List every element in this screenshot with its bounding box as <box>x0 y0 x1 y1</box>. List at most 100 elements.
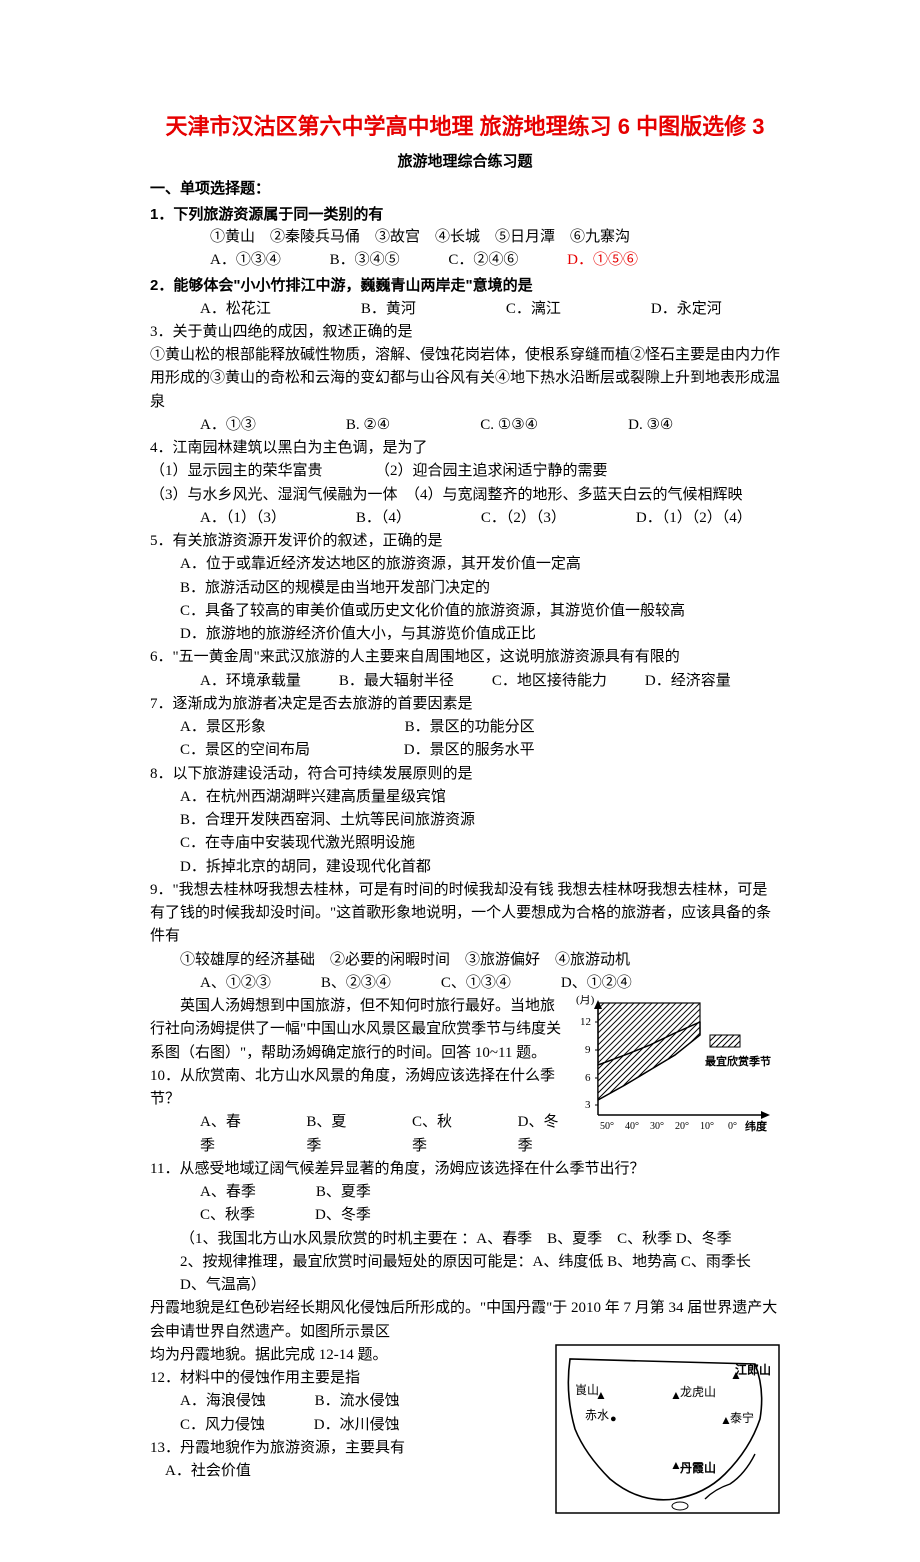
q2-B: B．黄河 <box>361 298 416 321</box>
q11-A: A、春季 <box>200 1181 256 1204</box>
section-heading: 一、单项选择题： <box>150 177 780 200</box>
subtitle: 旅游地理综合练习题 <box>150 150 780 173</box>
q6-options: A．环境承载量 B．最大辐射半径 C．地区接待能力 D．经济容量 <box>150 670 780 693</box>
q3-D: D. ③④ <box>628 414 673 437</box>
q12-C: C．风力侵蚀 <box>180 1417 265 1433</box>
paren-q2: 2、按规律推理，最宜欣赏时间最短处的原因可能是：A、纬度低 B、地势高 C、雨季… <box>150 1251 780 1298</box>
q4-A: A．（1）（3） <box>200 507 286 530</box>
q4-C: C．（2）（3） <box>481 507 566 530</box>
q7-D: D．景区的服务水平 <box>404 742 535 758</box>
q12-D: D．冰川侵蚀 <box>314 1417 400 1433</box>
q4-B: B．（4） <box>356 507 411 530</box>
svg-text:50°: 50° <box>600 1121 614 1132</box>
q5-B: B．旅游活动区的规模是由当地开发部门决定的 <box>150 577 780 600</box>
q7-C: C．景区的空间布局 <box>180 742 310 758</box>
q9-options: A、①②③ B、②③④ C、①③④ D、①②④ <box>150 972 780 995</box>
q2-options: A．松花江 B．黄河 C．漓江 D．永定河 <box>150 298 780 321</box>
map-danxia: ▲崀山 赤水● ▲龙虎山 ▲江郎山 ▲泰宁 ▲丹霞山 <box>555 1344 780 1522</box>
q4-l1: （1）显示园主的荣华富贵 （2）迎合园主追求闲适宁静的需要 <box>150 460 780 483</box>
q7-row2: C．景区的空间布局 D．景区的服务水平 <box>150 739 780 762</box>
q3-body: ①黄山松的根部能释放碱性物质，溶解、侵蚀花岗岩体，使根系穿缝而植②怪石主要是由内… <box>150 344 780 414</box>
svg-text:江郎山: 江郎山 <box>735 1362 771 1377</box>
q10-B: B、夏季 <box>306 1111 352 1158</box>
svg-text:纬度: 纬度 <box>745 1119 768 1133</box>
q3-options: A．①③ B. ②④ C. ①③④ D. ③④ <box>150 414 780 437</box>
svg-text:最宜欣赏季节: 最宜欣赏季节 <box>705 1054 771 1068</box>
svg-text:0°: 0° <box>728 1121 737 1132</box>
q8-C: C．在寺庙中安装现代激光照明设施 <box>150 832 780 855</box>
q1-stem: 1．下列旅游资源属于同一类别的有 <box>150 203 780 226</box>
q6-stem: 6．"五一黄金周"来武汉旅游的人主要来自周围地区，这说明旅游资源具有有限的 <box>150 646 780 669</box>
q5-D: D．旅游地的旅游经济价值大小，与其游览价值成正比 <box>150 623 780 646</box>
q4-l2: （3）与水乡风光、湿润气候融为一体 （4）与宽阔整齐的地形、多蓝天白云的气候相辉… <box>150 484 780 507</box>
q7-stem: 7．逐渐成为旅游者决定是否去旅游的首要因素是 <box>150 693 780 716</box>
q1-B: B．③④⑤ <box>330 252 400 268</box>
q4-stem: 4．江南园林建筑以黑白为主色调，是为了 <box>150 437 780 460</box>
q11-D: D、冬季 <box>315 1204 371 1227</box>
q8-D: D．拆掉北京的胡同，建设现代化首都 <box>150 856 780 879</box>
q9-A: A、①②③ <box>200 972 271 995</box>
q11-row1: A、春季 B、夏季 <box>150 1181 780 1204</box>
q5-stem: 5．有关旅游资源开发评价的叙述，正确的是 <box>150 530 780 553</box>
q11-stem: 11．从感受地域辽阔气候差异显著的角度，汤姆应该选择在什么季节出行？ <box>150 1158 780 1181</box>
q9-stem: 9．"我想去桂林呀我想去桂林，可是有时间的时候我却没有钱 我想去桂林呀我想去桂林… <box>150 879 780 949</box>
q8-B: B．合理开发陕西窑洞、土炕等民间旅游资源 <box>150 809 780 832</box>
svg-text:崀山: 崀山 <box>575 1383 599 1397</box>
q1-A: A．①③④ <box>210 252 281 268</box>
svg-text:赤水: 赤水 <box>585 1408 609 1422</box>
svg-text:40°: 40° <box>625 1121 639 1132</box>
q1-C: C．②④⑥ <box>448 252 518 268</box>
q9-D: D、①②④ <box>561 972 632 995</box>
svg-text:10°: 10° <box>700 1121 714 1132</box>
q9-items: ①较雄厚的经济基础 ②必要的闲暇时间 ③旅游偏好 ④旅游动机 <box>150 949 780 972</box>
q2-A: A．松花江 <box>200 298 271 321</box>
q5-A: A．位于或靠近经济发达地区的旅游资源，其开发价值一定高 <box>150 553 780 576</box>
svg-text:12: 12 <box>580 1016 591 1028</box>
q10-options: A、春季 B、夏季 C、秋季 D、冬季 <box>150 1111 564 1158</box>
svg-text:泰宁: 泰宁 <box>730 1410 754 1425</box>
q12-B: B．流水侵蚀 <box>315 1393 400 1409</box>
q7-B: B．景区的功能分区 <box>405 719 535 735</box>
q8-A: A．在杭州西湖湖畔兴建高质量星级宾馆 <box>150 786 780 809</box>
svg-text:9: 9 <box>585 1044 591 1056</box>
q4-options: A．（1）（3） B．（4） C．（2）（3） D．（1）（2）（4） <box>150 507 780 530</box>
q4-D: D．（1）（2）（4） <box>636 507 752 530</box>
passage-12-14a: 丹霞地貌是红色砂岩经长期风化侵蚀后所形成的。"中国丹霞"于 2010 年 7 月… <box>150 1297 780 1344</box>
q5-C: C．具备了较高的审美价值或历史文化价值的旅游资源，其游览价值一般较高 <box>150 600 780 623</box>
q3-stem: 3．关于黄山四绝的成因，叙述正确的是 <box>150 321 780 344</box>
q1-items: ①黄山 ②秦陵兵马俑 ③故宫 ④长城 ⑤日月潭 ⑥九寨沟 <box>150 226 780 249</box>
q11-B: B、夏季 <box>316 1181 371 1204</box>
q9-B: B、②③④ <box>321 972 391 995</box>
chart-season-latitude: (月) 12 9 6 3 最宜欣赏季节 50° 40° 30° 20° 10° … <box>570 995 780 1153</box>
svg-text:丹霞山: 丹霞山 <box>680 1460 716 1475</box>
q6-D: D．经济容量 <box>645 670 731 693</box>
q3-B: B. ②④ <box>346 414 390 437</box>
q1-options: A．①③④ B．③④⑤ C．②④⑥ D．①⑤⑥ <box>150 249 780 272</box>
q3-C: C. ①③④ <box>480 414 538 437</box>
q6-C: C．地区接待能力 <box>492 670 607 693</box>
q6-A: A．环境承载量 <box>200 670 301 693</box>
page-title: 天津市汉沽区第六中学高中地理 旅游地理练习 6 中图版选修 3 <box>150 110 780 144</box>
q10-C: C、秋季 <box>412 1111 458 1158</box>
q7-row1: A．景区形象 B．景区的功能分区 <box>150 716 780 739</box>
q10-D: D、冬季 <box>518 1111 564 1158</box>
svg-text:(月): (月) <box>576 995 595 1006</box>
q11-row2: C、秋季 D、冬季 <box>150 1204 780 1227</box>
q10-A: A、春季 <box>200 1111 246 1158</box>
q7-A: A．景区形象 <box>180 719 266 735</box>
svg-text:6: 6 <box>585 1072 591 1084</box>
paren-q1: （1、我国北方山水风景欣赏的时机主要在 ：A、春季 B、夏季 C、秋季 D、冬季 <box>150 1228 780 1251</box>
q3-A: A．①③ <box>200 414 256 437</box>
q2-stem: 2．能够体会"小小竹排江中游，巍巍青山两岸走"意境的是 <box>150 274 780 297</box>
svg-text:●: ● <box>610 1413 617 1425</box>
q2-D: D．永定河 <box>651 298 722 321</box>
q9-C: C、①③④ <box>441 972 511 995</box>
q1-D: D．①⑤⑥ <box>567 252 638 268</box>
q11-C: C、秋季 <box>200 1204 255 1227</box>
q12-A: A．海浪侵蚀 <box>180 1393 266 1409</box>
q2-C: C．漓江 <box>506 298 561 321</box>
q6-B: B．最大辐射半径 <box>339 670 454 693</box>
q8-stem: 8．以下旅游建设活动，符合可持续发展原则的是 <box>150 763 780 786</box>
svg-text:20°: 20° <box>675 1121 689 1132</box>
svg-text:3: 3 <box>585 1099 591 1111</box>
